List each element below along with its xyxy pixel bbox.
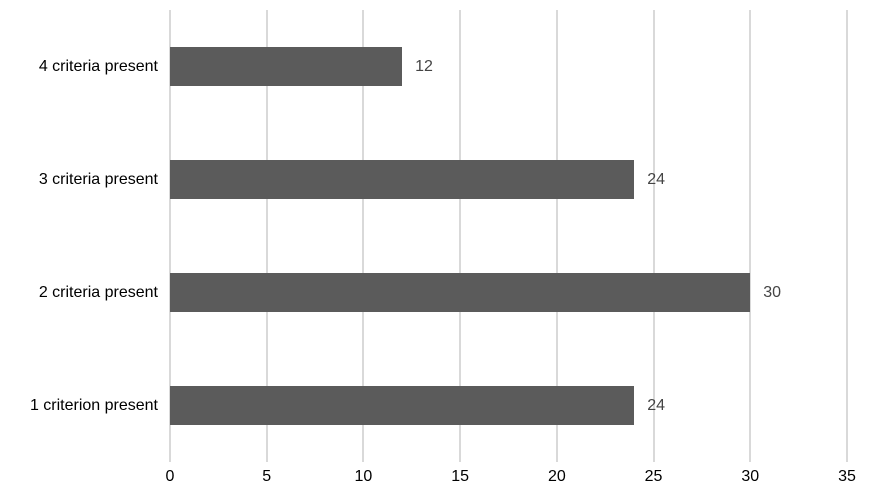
gridline-x-10 bbox=[362, 10, 365, 462]
gridline-x-0 bbox=[169, 10, 171, 462]
x-tick-label: 10 bbox=[354, 468, 373, 485]
gridline-x-5 bbox=[265, 10, 268, 462]
gridline-x-15 bbox=[459, 10, 462, 462]
x-tick-label: 5 bbox=[262, 468, 272, 485]
category-label: 3 criteria present bbox=[38, 171, 158, 188]
x-tick-label: 0 bbox=[165, 468, 175, 485]
category-label: 1 criterion present bbox=[29, 397, 158, 414]
plot-area: 12 24 30 24 bbox=[169, 10, 848, 462]
gridline-x-30 bbox=[749, 10, 752, 462]
category-label: 2 criteria present bbox=[38, 284, 158, 301]
x-tick-label: 25 bbox=[644, 468, 663, 485]
x-tick-label: 20 bbox=[547, 468, 566, 485]
x-tick-label: 15 bbox=[451, 468, 470, 485]
data-label: 30 bbox=[763, 284, 782, 301]
x-tick-label: 35 bbox=[838, 468, 856, 485]
x-tick-label: 30 bbox=[741, 468, 760, 485]
gridline-x-20 bbox=[555, 10, 558, 462]
gridline-x-35 bbox=[846, 10, 848, 462]
bar-4 bbox=[170, 386, 635, 425]
bar-2 bbox=[170, 160, 635, 199]
data-label: 12 bbox=[415, 58, 433, 75]
data-label: 24 bbox=[647, 397, 666, 414]
data-label: 24 bbox=[647, 171, 666, 188]
bar-3 bbox=[170, 273, 751, 312]
bar-1 bbox=[170, 47, 403, 86]
gridline-x-25 bbox=[652, 10, 655, 462]
category-label: 4 criteria present bbox=[38, 58, 158, 75]
